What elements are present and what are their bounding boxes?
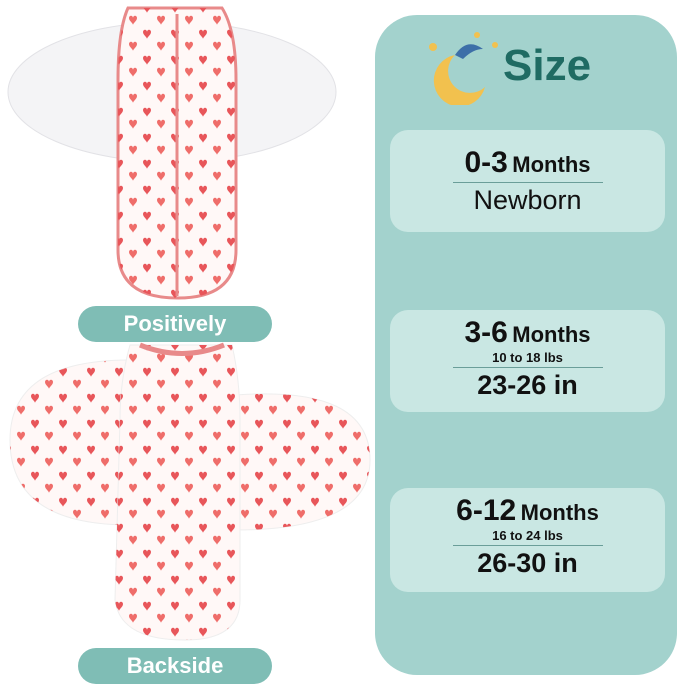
- panel-title: Size: [503, 41, 592, 90]
- size-card: 6-12 Months 16 to 24 lbs 26-30 in: [390, 488, 665, 592]
- size-unit: Months: [520, 500, 599, 525]
- heart-print: [10, 360, 130, 525]
- size-panel: Size 0-3 Months Newborn 3-6 Months 10 to…: [375, 15, 677, 675]
- neckline: [139, 342, 225, 356]
- heart-print: [115, 345, 240, 640]
- size-range: 6-12: [456, 494, 517, 527]
- label-back: Backside: [78, 648, 272, 684]
- size-length: 23-26 in: [477, 370, 578, 400]
- size-card: 0-3 Months Newborn: [390, 130, 665, 232]
- product-illustrations: [7, 6, 371, 641]
- size-range: 0-3: [464, 146, 508, 179]
- divider: [452, 545, 603, 546]
- size-detail: Newborn: [473, 185, 582, 215]
- size-card: 3-6 Months 10 to 18 lbs 23-26 in: [390, 310, 665, 412]
- heart-print: [235, 393, 370, 530]
- size-weight: 10 to 18 lbs: [492, 350, 563, 365]
- size-weight: 16 to 24 lbs: [492, 528, 563, 543]
- size-unit: Months: [512, 322, 591, 347]
- size-length: 26-30 in: [477, 548, 578, 578]
- size-unit: Months: [512, 152, 591, 177]
- divider: [452, 182, 603, 183]
- label-front: Positively: [78, 306, 272, 342]
- moon-icon: [429, 32, 498, 105]
- size-range: 3-6: [464, 316, 508, 349]
- divider: [452, 367, 603, 368]
